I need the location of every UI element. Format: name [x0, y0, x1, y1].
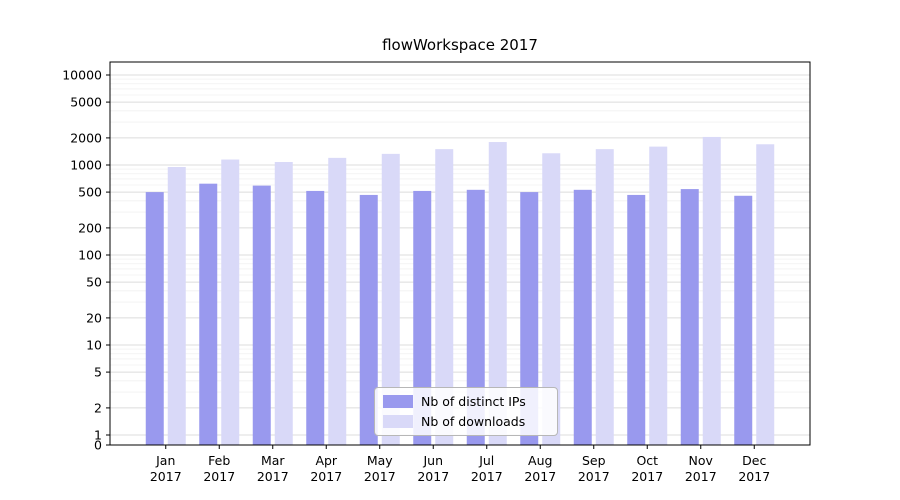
x-tick-label-month: Dec — [742, 453, 766, 468]
bar-distinct-ips — [627, 194, 646, 445]
y-tick-label: 50 — [86, 275, 102, 290]
bar-downloads — [488, 142, 507, 446]
bar-distinct-ips — [359, 194, 378, 445]
x-tick-label-month: Aug — [528, 453, 552, 468]
x-tick-label-year: 2017 — [738, 469, 770, 484]
x-tick-label-month: Mar — [261, 453, 285, 468]
bar-distinct-ips — [466, 189, 485, 445]
x-tick-label-month: Feb — [208, 453, 230, 468]
x-tick-label-year: 2017 — [685, 469, 717, 484]
bar-downloads — [702, 136, 721, 446]
legend-label-downloads: Nb of downloads — [421, 414, 526, 429]
legend: Nb of distinct IPs Nb of downloads — [374, 387, 558, 436]
chart-title: flowWorkspace 2017 — [382, 36, 538, 54]
legend-swatch-downloads — [383, 415, 413, 428]
x-tick-label-year: 2017 — [524, 469, 556, 484]
legend-item-distinct-ips: Nb of distinct IPs — [383, 394, 547, 409]
y-tick-label: 20 — [86, 310, 102, 325]
bar-distinct-ips — [306, 190, 325, 445]
y-tick-label: 10000 — [62, 68, 102, 83]
legend-swatch-distinct-ips — [383, 395, 413, 408]
x-tick-label-year: 2017 — [417, 469, 449, 484]
x-tick-label-month: May — [367, 453, 393, 468]
y-tick-label: 2 — [94, 400, 102, 415]
bar-downloads — [595, 149, 614, 445]
x-tick-label-year: 2017 — [631, 469, 663, 484]
y-tick-label: 5 — [94, 365, 102, 380]
bar-downloads — [167, 167, 186, 445]
x-tick-label-year: 2017 — [310, 469, 342, 484]
y-tick-label: 1 — [94, 428, 102, 443]
x-tick-label-month: Apr — [315, 453, 337, 468]
y-tick-label: 0 — [94, 438, 102, 453]
bar-distinct-ips — [413, 190, 432, 445]
x-tick-label-year: 2017 — [257, 469, 289, 484]
legend-label-distinct-ips: Nb of distinct IPs — [421, 394, 526, 409]
bar-distinct-ips — [145, 192, 164, 445]
x-tick-label-month: Nov — [689, 453, 714, 468]
y-tick-label: 5000 — [70, 95, 102, 110]
y-tick-label: 2000 — [70, 130, 102, 145]
bar-downloads — [221, 159, 240, 445]
bar-downloads — [274, 161, 293, 445]
x-tick-label-month: Jun — [422, 453, 443, 468]
bar-distinct-ips — [734, 195, 753, 445]
bar-distinct-ips — [573, 189, 592, 445]
y-tick-label: 1000 — [70, 158, 102, 173]
bar-downloads — [328, 157, 347, 445]
bar-distinct-ips — [199, 183, 218, 445]
bar-downloads — [435, 149, 454, 445]
x-tick-label-year: 2017 — [203, 469, 235, 484]
legend-item-downloads: Nb of downloads — [383, 414, 547, 429]
y-tick-label: 200 — [78, 220, 102, 235]
x-tick-label-month: Jan — [155, 453, 175, 468]
x-tick-label-year: 2017 — [150, 469, 182, 484]
bar-downloads — [756, 144, 775, 446]
bar-downloads — [542, 153, 561, 445]
plot-border — [109, 61, 811, 446]
x-tick-label-month: Oct — [636, 453, 658, 468]
x-tick-label-year: 2017 — [471, 469, 503, 484]
y-tick-label: 10 — [86, 338, 102, 353]
bar-distinct-ips — [680, 189, 699, 445]
bar-distinct-ips — [252, 185, 271, 445]
bar-downloads — [381, 153, 400, 446]
x-tick-label-month: Jul — [478, 453, 494, 468]
x-tick-label-month: Sep — [582, 453, 606, 468]
bar-distinct-ips — [520, 192, 539, 445]
y-tick-label: 500 — [78, 185, 102, 200]
x-tick-label-year: 2017 — [364, 469, 396, 484]
y-tick-label: 100 — [78, 248, 102, 263]
x-tick-label-year: 2017 — [578, 469, 610, 484]
bar-downloads — [649, 146, 668, 445]
